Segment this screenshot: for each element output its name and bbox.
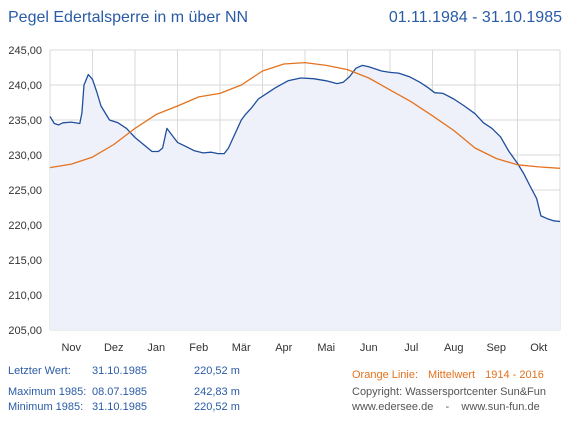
x-tick-label: Okt xyxy=(530,342,547,354)
y-tick-label: 210,00 xyxy=(8,290,42,302)
last-value-date: 31.10.1985 xyxy=(92,365,148,377)
y-tick-label: 230,00 xyxy=(8,150,42,162)
max-value-date: 08.07.1985 xyxy=(92,386,148,398)
chart-areas xyxy=(50,65,560,331)
x-tick-label: Jul xyxy=(404,342,418,354)
min-value: 220,52 m xyxy=(194,401,240,413)
last-value-label: Letzter Wert: xyxy=(8,365,71,377)
max-value: 242,83 m xyxy=(194,386,240,398)
y-tick-label: 225,00 xyxy=(8,185,42,197)
mean-legend-years: 1914 - 2016 xyxy=(485,369,544,381)
x-tick-label: Apr xyxy=(275,342,292,354)
series-line-0 xyxy=(49,64,561,223)
last-value-row: Letzter Wert: 31.10.1985 220,52 m xyxy=(8,365,240,377)
mean-legend-name: Mittelwert xyxy=(428,369,476,381)
y-tick-label: 235,00 xyxy=(8,115,42,127)
series-line-1 xyxy=(49,61,561,169)
y-tick-label: 215,00 xyxy=(8,255,42,267)
mean-legend: Orange Linie: Mittelwert 1914 - 2016 xyxy=(352,369,554,381)
date-range: 01.11.1984 - 31.10.1985 xyxy=(388,9,562,26)
max-value-row: Maximum 1985: 08.07.1985 242,83 m xyxy=(8,386,240,398)
mean-legend-label: Orange Linie: xyxy=(352,369,419,381)
max-value-label: Maximum 1985: xyxy=(8,386,87,398)
x-tick-label: Jan xyxy=(147,342,165,354)
x-axis-ticks: Nov Dez Jan Feb Mär Apr Mai Jun Jul Aug Sep Okt xyxy=(61,342,547,354)
last-value: 220,52 m xyxy=(194,365,240,377)
water-level-chart: 245,00 240,00 235,00 230,00 225,00 220,00 215,… xyxy=(8,45,561,354)
y-tick-label: 205,00 xyxy=(8,325,42,337)
y-tick-label: 245,00 xyxy=(8,45,42,57)
x-tick-label: Mär xyxy=(232,342,251,354)
series-area-0 xyxy=(50,65,560,331)
site-links: www.edersee.de - www.sun-fun.de xyxy=(352,401,540,413)
x-tick-label: Sep xyxy=(486,342,506,354)
x-tick-label: Mai xyxy=(317,342,335,354)
x-tick-label: Dez xyxy=(104,342,124,354)
min-value-label: Minimum 1985: xyxy=(8,401,84,413)
min-value-date: 31.10.1985 xyxy=(92,401,148,413)
y-tick-label: 240,00 xyxy=(8,80,42,92)
x-tick-label: Aug xyxy=(444,342,464,354)
x-tick-label: Feb xyxy=(189,342,208,354)
chart-title: Pegel Edertalsperre in m über NN xyxy=(8,9,249,26)
min-value-row: Minimum 1985: 31.10.1985 220,52 m xyxy=(8,401,240,413)
y-tick-label: 220,00 xyxy=(8,220,42,232)
chart-lines xyxy=(49,61,561,223)
x-tick-label: Jun xyxy=(360,342,378,354)
x-tick-label: Nov xyxy=(61,342,81,354)
y-axis-ticks: 245,00 240,00 235,00 230,00 225,00 220,00 215,… xyxy=(8,45,42,337)
copyright: Copyright: Wassersportcenter Sun&Fun xyxy=(352,386,547,398)
